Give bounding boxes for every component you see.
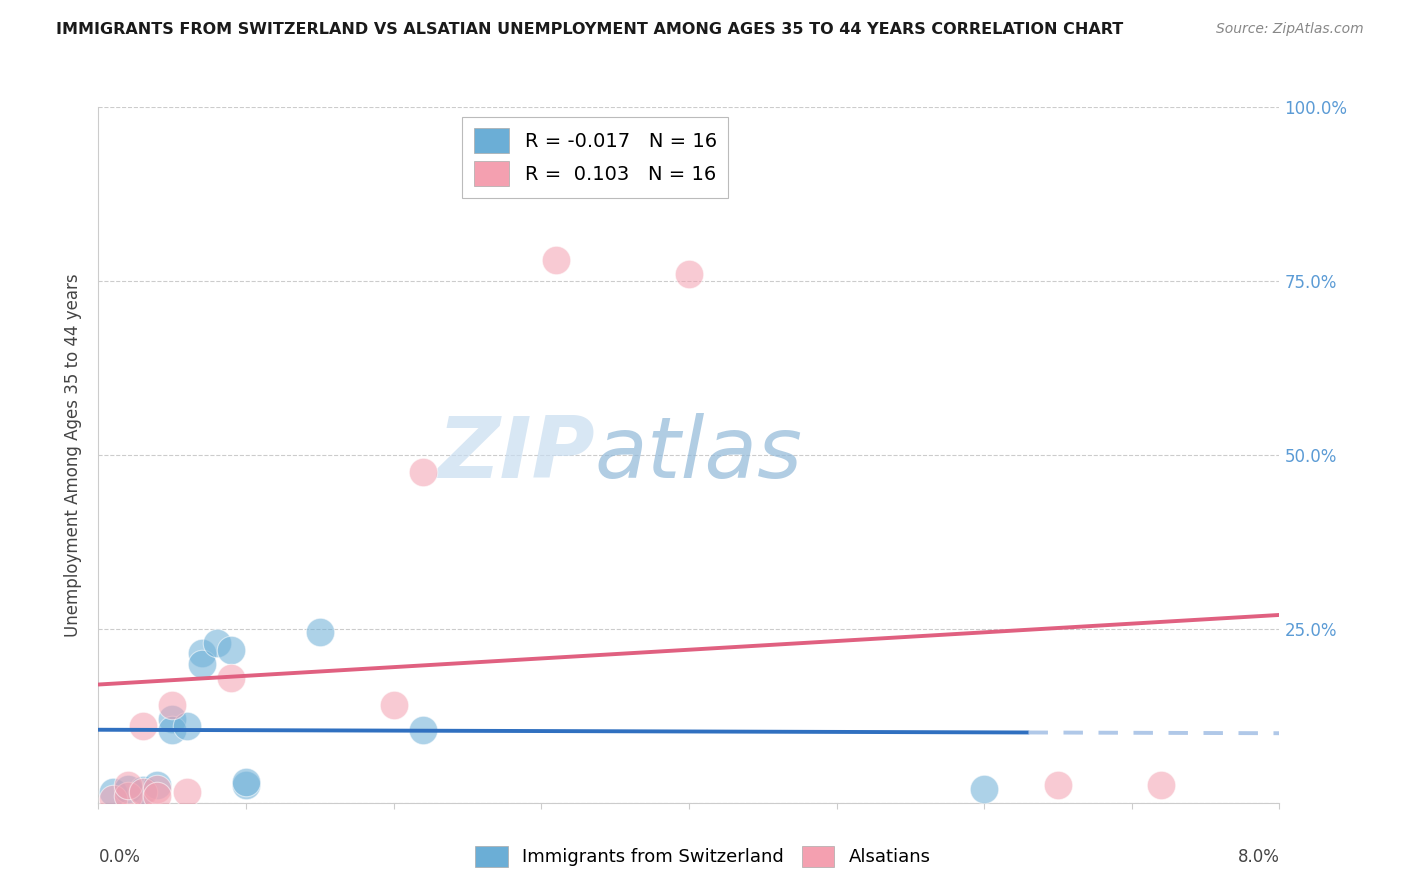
Point (103, 785, 125, 799)
Point (117, 781, 139, 796)
Point (176, 719, 198, 733)
Point (146, 789, 169, 803)
Text: 8.0%: 8.0% (1237, 848, 1279, 866)
Y-axis label: Unemployment Among Ages 35 to 44 years: Unemployment Among Ages 35 to 44 years (65, 273, 83, 637)
Point (1150, 778, 1173, 792)
Point (162, 712, 183, 726)
Point (219, 671, 242, 685)
Point (412, 466, 434, 480)
Point (191, 657, 214, 671)
Legend: R = -0.017   N = 16, R =  0.103   N = 16: R = -0.017 N = 16, R = 0.103 N = 16 (463, 117, 728, 198)
Point (973, 781, 995, 796)
Point (132, 785, 155, 799)
Point (205, 636, 228, 650)
Point (1046, 778, 1069, 792)
Point (382, 698, 405, 713)
Point (235, 778, 257, 792)
Point (117, 778, 139, 792)
Point (146, 778, 169, 792)
Point (412, 723, 434, 737)
Point (103, 792, 125, 806)
Point (132, 783, 155, 797)
Text: atlas: atlas (595, 413, 803, 497)
Legend: Immigrants from Switzerland, Alsatians: Immigrants from Switzerland, Alsatians (468, 838, 938, 874)
Point (308, 625, 332, 640)
Text: IMMIGRANTS FROM SWITZERLAND VS ALSATIAN UNEMPLOYMENT AMONG AGES 35 TO 44 YEARS C: IMMIGRANTS FROM SWITZERLAND VS ALSATIAN … (56, 22, 1123, 37)
Point (546, 253, 568, 268)
Point (219, 642, 242, 657)
Text: 0.0%: 0.0% (98, 848, 141, 866)
Point (117, 789, 139, 803)
Point (162, 698, 183, 713)
Point (176, 785, 198, 799)
Point (162, 723, 183, 737)
Text: Source: ZipAtlas.com: Source: ZipAtlas.com (1216, 22, 1364, 37)
Point (678, 267, 700, 281)
Point (146, 781, 169, 796)
Point (235, 775, 257, 789)
Point (132, 719, 155, 733)
Text: ZIP: ZIP (437, 413, 595, 497)
Point (191, 646, 214, 660)
